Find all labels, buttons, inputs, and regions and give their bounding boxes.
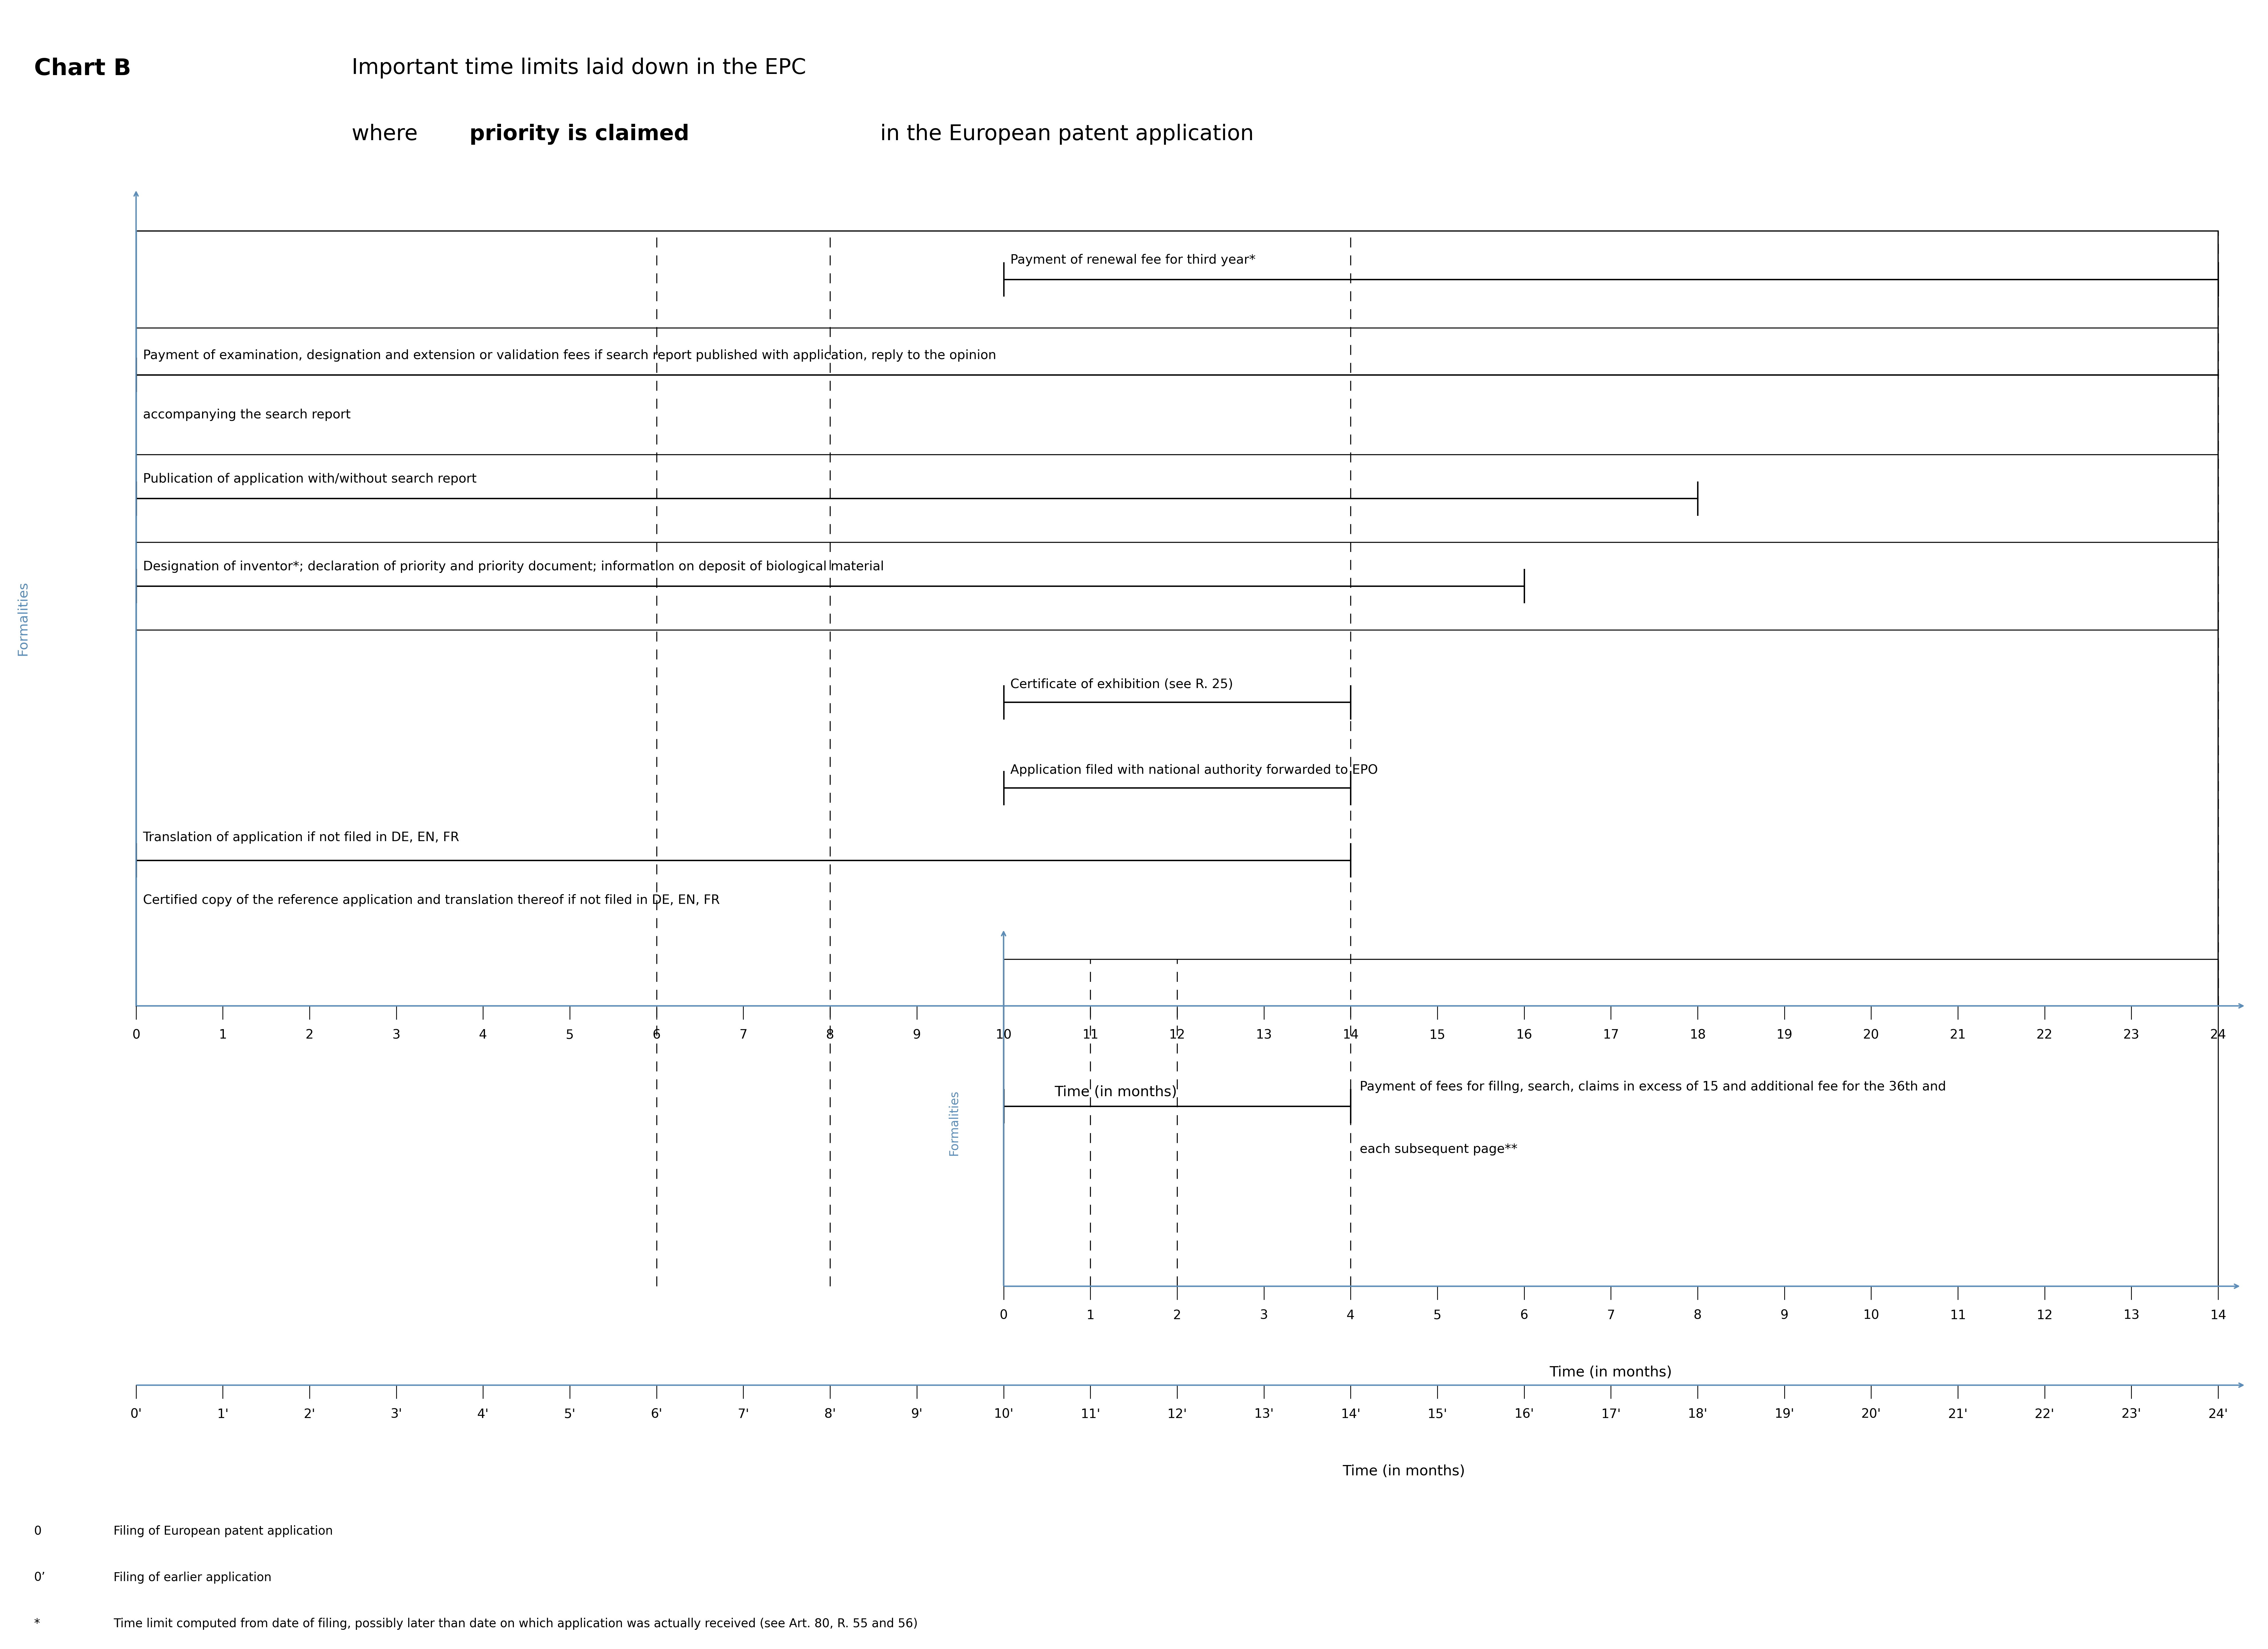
Text: 19': 19' xyxy=(1774,1408,1794,1420)
Text: 6: 6 xyxy=(653,1029,660,1041)
Text: 0: 0 xyxy=(34,1525,41,1537)
Text: 6: 6 xyxy=(1520,1309,1529,1321)
Text: 3: 3 xyxy=(1259,1309,1268,1321)
Text: Certified copy of the reference application and translation thereof if not filed: Certified copy of the reference applicat… xyxy=(143,894,719,907)
Text: 10: 10 xyxy=(1862,1309,1880,1321)
Text: 19: 19 xyxy=(1776,1029,1792,1041)
Text: 17: 17 xyxy=(1603,1029,1619,1041)
Text: 13: 13 xyxy=(1256,1029,1272,1041)
Text: 0: 0 xyxy=(132,1029,141,1041)
Text: 12: 12 xyxy=(1168,1029,1186,1041)
Text: 11: 11 xyxy=(1082,1029,1098,1041)
Text: Time (in months): Time (in months) xyxy=(1549,1365,1672,1379)
Text: Time (in months): Time (in months) xyxy=(1055,1085,1177,1098)
Text: *: * xyxy=(34,1618,41,1629)
Text: 1': 1' xyxy=(218,1408,229,1420)
Text: 4: 4 xyxy=(1347,1309,1354,1321)
Text: Time limit computed from date of filing, possibly later than date on which appli: Time limit computed from date of filing,… xyxy=(113,1618,919,1629)
Text: 9': 9' xyxy=(912,1408,923,1420)
Text: Payment of examination, designation and extension or validation fees if search r: Payment of examination, designation and … xyxy=(143,350,996,361)
Text: 11: 11 xyxy=(1950,1309,1966,1321)
Text: 2: 2 xyxy=(1173,1309,1182,1321)
Text: 16': 16' xyxy=(1515,1408,1533,1420)
Text: 15: 15 xyxy=(1429,1029,1445,1041)
Text: 21': 21' xyxy=(1948,1408,1969,1420)
Text: 20': 20' xyxy=(1862,1408,1880,1420)
Text: 24: 24 xyxy=(2209,1029,2227,1041)
Text: Formalities: Formalities xyxy=(16,580,29,656)
Text: 10: 10 xyxy=(996,1029,1012,1041)
Text: 8': 8' xyxy=(823,1408,837,1420)
Text: 1: 1 xyxy=(1086,1309,1095,1321)
Text: 23': 23' xyxy=(2121,1408,2141,1420)
Text: 22': 22' xyxy=(2034,1408,2055,1420)
Text: Designation of inventor*; declaration of priority and priority document; informa: Designation of inventor*; declaration of… xyxy=(143,561,885,572)
Text: 0': 0' xyxy=(129,1408,143,1420)
Text: where: where xyxy=(352,124,424,145)
Text: 18: 18 xyxy=(1690,1029,1706,1041)
Text: 5: 5 xyxy=(1433,1309,1442,1321)
Text: 4': 4' xyxy=(476,1408,490,1420)
Text: Payment of fees for fillng, search, claims in excess of 15 and additional fee fo: Payment of fees for fillng, search, clai… xyxy=(1361,1080,1946,1093)
Text: 12: 12 xyxy=(2037,1309,2053,1321)
Text: 7: 7 xyxy=(739,1029,748,1041)
Text: Chart B: Chart B xyxy=(34,58,132,81)
Text: Filing of European patent application: Filing of European patent application xyxy=(113,1525,333,1537)
Text: Certificate of exhibition (see R. 25): Certificate of exhibition (see R. 25) xyxy=(1012,678,1234,691)
Text: Application filed with national authority forwarded to EPO: Application filed with national authorit… xyxy=(1012,763,1379,777)
Text: Formalities: Formalities xyxy=(948,1090,959,1156)
Text: 0: 0 xyxy=(1000,1309,1007,1321)
Text: 10': 10' xyxy=(993,1408,1014,1420)
Text: 8: 8 xyxy=(1694,1309,1701,1321)
Text: 11': 11' xyxy=(1080,1408,1100,1420)
Text: 13': 13' xyxy=(1254,1408,1275,1420)
Text: 14': 14' xyxy=(1340,1408,1361,1420)
Text: 3': 3' xyxy=(390,1408,401,1420)
Text: Important time limits laid down in the EPC: Important time limits laid down in the E… xyxy=(352,58,805,79)
Text: 9: 9 xyxy=(1780,1309,1789,1321)
Text: 24': 24' xyxy=(2209,1408,2227,1420)
Text: 4: 4 xyxy=(479,1029,488,1041)
Text: 17': 17' xyxy=(1601,1408,1622,1420)
Text: 1: 1 xyxy=(218,1029,227,1041)
Text: accompanying the search report: accompanying the search report xyxy=(143,409,352,420)
Text: 12': 12' xyxy=(1168,1408,1186,1420)
Text: Payment of renewal fee for third year*: Payment of renewal fee for third year* xyxy=(1012,254,1256,265)
Text: 5: 5 xyxy=(565,1029,574,1041)
Text: 15': 15' xyxy=(1427,1408,1447,1420)
Text: each subsequent page**: each subsequent page** xyxy=(1361,1143,1517,1156)
Text: 16: 16 xyxy=(1515,1029,1533,1041)
Text: priority is claimed: priority is claimed xyxy=(469,124,689,145)
Text: 2': 2' xyxy=(304,1408,315,1420)
Text: 7: 7 xyxy=(1606,1309,1615,1321)
Text: Publication of application with/without search report: Publication of application with/without … xyxy=(143,473,476,485)
Text: 20: 20 xyxy=(1862,1029,1880,1041)
Text: 7': 7' xyxy=(737,1408,748,1420)
Text: 9: 9 xyxy=(912,1029,921,1041)
Text: 23: 23 xyxy=(2123,1029,2139,1041)
Text: 5': 5' xyxy=(565,1408,576,1420)
Text: 14: 14 xyxy=(1343,1029,1359,1041)
Text: 8: 8 xyxy=(826,1029,835,1041)
Text: Time (in months): Time (in months) xyxy=(1343,1464,1465,1478)
Text: 13: 13 xyxy=(2123,1309,2139,1321)
Text: 14: 14 xyxy=(2209,1309,2227,1321)
Text: 3: 3 xyxy=(392,1029,401,1041)
Text: 6': 6' xyxy=(651,1408,662,1420)
Text: 0’: 0’ xyxy=(34,1571,45,1583)
Text: 18': 18' xyxy=(1687,1408,1708,1420)
Text: 22: 22 xyxy=(2037,1029,2053,1041)
Text: 2: 2 xyxy=(306,1029,313,1041)
Text: in the European patent application: in the European patent application xyxy=(873,124,1254,145)
Text: Translation of application if not filed in DE, EN, FR: Translation of application if not filed … xyxy=(143,831,460,844)
Text: Filing of earlier application: Filing of earlier application xyxy=(113,1571,272,1583)
Text: 21: 21 xyxy=(1950,1029,1966,1041)
